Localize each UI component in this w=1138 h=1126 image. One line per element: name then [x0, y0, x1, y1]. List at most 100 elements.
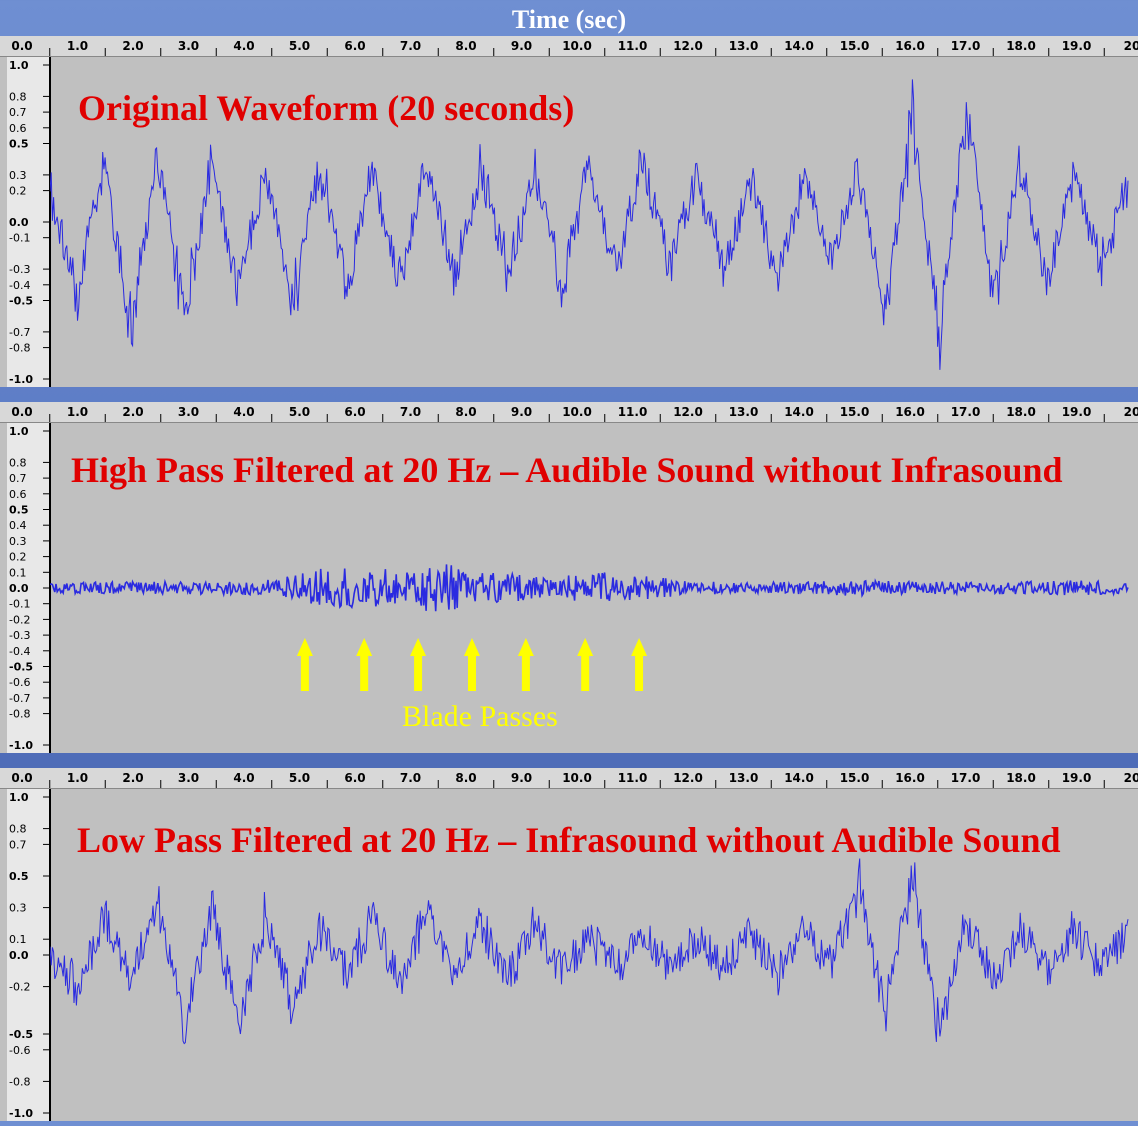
- plot-area-original: [49, 57, 1138, 387]
- waveform-series-line: [49, 564, 1129, 612]
- blade-passes-label: Blade Passes: [402, 700, 558, 733]
- blade-pass-arrow: [517, 638, 534, 691]
- y-tick-label: 0.5: [9, 870, 29, 883]
- waveform-panel-lowpass: 1.0 0.8 0.7 0.5 0.3 0.1 0.0 -0.2 -0.5 -0.6 -0.8 -1.…: [0, 789, 1138, 1121]
- ruler-tick-label: 8.0: [455, 405, 476, 419]
- ruler-tick-label: 15.0: [840, 771, 870, 785]
- ruler-tick-label: 11.0: [618, 771, 648, 785]
- ruler-tick-label: 4.0: [233, 771, 254, 785]
- ruler-tick-label: 19.0: [1062, 771, 1092, 785]
- y-tick-label: -0.2: [9, 613, 30, 626]
- blade-pass-arrow: [631, 638, 648, 691]
- blade-pass-arrow: [356, 638, 373, 691]
- ruler-tick-label: 18.0: [1006, 405, 1036, 419]
- ruler-tick-label: 19.0: [1062, 39, 1092, 53]
- y-tick-label: -0.2: [9, 981, 30, 994]
- blade-pass-arrow: [577, 638, 594, 691]
- panel-title-original: Original Waveform (20 seconds): [78, 88, 575, 128]
- y-tick-label: 0.3: [9, 902, 27, 915]
- ruler-tick-label: 8.0: [455, 39, 476, 53]
- y-tick-label: 0.2: [9, 551, 27, 564]
- ruler-tick-label: 4.0: [233, 39, 254, 53]
- ruler-tick-label: 5.0: [289, 405, 310, 419]
- y-tick-label: 0.0: [9, 582, 29, 595]
- ruler-tick-label: 2.0: [122, 39, 143, 53]
- ruler-tick-label: 19.0: [1062, 405, 1092, 419]
- y-tick-label: -0.1: [9, 598, 30, 611]
- y-tick-label: -1.0: [9, 739, 33, 752]
- ruler-tick-label: 14.0: [784, 771, 814, 785]
- y-tick-label: 0.5: [9, 504, 29, 517]
- ruler-tick-label: 10.0: [562, 39, 592, 53]
- y-tick-label: -1.0: [9, 1107, 33, 1120]
- y-axis-highpass: 1.0 0.8 0.7 0.6 0.5 0.4 0.3 0.2 0.1 0.0 -0.1 -0.2 -0…: [7, 423, 51, 753]
- time-ruler-2: 0.0 1.0 2.0 3.0 4.0 5.0 6.0 7.0 8.0 9.0 10.0 11.0 12…: [0, 402, 1138, 423]
- ruler-tick-label: 7.0: [400, 771, 421, 785]
- y-tick-label: 0.6: [9, 122, 27, 135]
- ruler-tick-label: 2.0: [122, 405, 143, 419]
- y-tick-label: 1.0: [9, 425, 29, 438]
- ruler-tick-label: 20: [1124, 39, 1138, 53]
- y-tick-label: -0.3: [9, 263, 30, 276]
- waveform-series-line: [49, 79, 1129, 370]
- y-tick-label: 0.3: [9, 535, 27, 548]
- ruler-tick-label: 12.0: [673, 771, 703, 785]
- ruler-tick-label: 1.0: [67, 39, 88, 53]
- ruler-tick-label: 6.0: [344, 405, 365, 419]
- waveform-panel-highpass: 1.0 0.8 0.7 0.6 0.5 0.4 0.3 0.2 0.1 0.0 -0.1 -0.2 -0…: [0, 423, 1138, 753]
- ruler-tick-label: 15.0: [840, 405, 870, 419]
- ruler-tick-label: 17.0: [951, 771, 981, 785]
- plot-area-highpass: [49, 423, 1138, 753]
- ruler-tick-label: 12.0: [673, 39, 703, 53]
- ruler-tick-label: 16.0: [895, 771, 925, 785]
- ruler-tick-label: 14.0: [784, 405, 814, 419]
- ruler-tick-label: 6.0: [344, 39, 365, 53]
- y-tick-label: -0.8: [9, 1075, 30, 1088]
- y-tick-label: 0.4: [9, 519, 27, 532]
- y-tick-label: -0.5: [9, 1028, 33, 1041]
- time-axis-title: Time (sec): [511, 5, 627, 34]
- y-tick-label: 0.8: [9, 823, 27, 836]
- y-tick-label: 0.8: [9, 90, 27, 103]
- y-tick-label: 1.0: [9, 59, 29, 72]
- ruler-tick-label: 1.0: [67, 405, 88, 419]
- ruler-tick-label: 16.0: [895, 405, 925, 419]
- y-tick-label: -0.3: [9, 629, 30, 642]
- ruler-tick-label: 18.0: [1006, 39, 1036, 53]
- ruler-tick-label: 13.0: [729, 39, 759, 53]
- blade-pass-arrow: [463, 638, 480, 691]
- ruler-tick-label: 6.0: [344, 771, 365, 785]
- ruler-tick-label: 3.0: [178, 39, 199, 53]
- ruler-tick-label: 10.0: [562, 771, 592, 785]
- ruler-tick-label: 17.0: [951, 405, 981, 419]
- y-tick-label: 0.1: [9, 566, 27, 579]
- time-ruler-1: 0.0 1.0 2.0 3.0 4.0 5.0 6.0 7.0 8.0 9.0 10.0 11.0 12…: [0, 36, 1138, 57]
- y-tick-label: 0.1: [9, 933, 27, 946]
- ruler-tick-label: 14.0: [784, 39, 814, 53]
- ruler-tick-label: 20: [1124, 405, 1138, 419]
- y-tick-label: -0.7: [9, 692, 30, 705]
- y-tick-label: -0.5: [9, 661, 33, 674]
- ruler-tick-label: 8.0: [455, 771, 476, 785]
- y-tick-label: 0.3: [9, 169, 27, 182]
- time-ruler-3: 0.0 1.0 2.0 3.0 4.0 5.0 6.0 7.0 8.0 9.0 10.0 11.0 12…: [0, 768, 1138, 789]
- y-axis-original: 1.0 0.8 0.7 0.6 0.5 0.3 0.2 0.0 -0.1 -0.3 -0.4 -0.5…: [7, 57, 51, 387]
- y-tick-label: 0.6: [9, 488, 27, 501]
- ruler-tick-label: 18.0: [1006, 771, 1036, 785]
- ruler-tick-label: 12.0: [673, 405, 703, 419]
- ruler-tick-label: 9.0: [511, 405, 532, 419]
- ruler-tick-label: 11.0: [618, 39, 648, 53]
- y-tick-label: -0.8: [9, 708, 30, 721]
- y-tick-label: 0.5: [9, 138, 29, 151]
- y-tick-label: -0.1: [9, 232, 30, 245]
- y-tick-label: 0.0: [9, 949, 29, 962]
- y-tick-label: -0.5: [9, 295, 33, 308]
- y-tick-label: -0.6: [9, 676, 30, 689]
- y-tick-label: 0.8: [9, 456, 27, 469]
- blade-pass-arrow: [410, 638, 427, 691]
- ruler-tick-label: 0.0: [11, 405, 32, 419]
- y-tick-label: -0.8: [9, 342, 30, 355]
- y-tick-label: 0.7: [9, 472, 27, 485]
- panel-title-highpass: High Pass Filtered at 20 Hz – Audible So…: [71, 450, 1063, 490]
- y-tick-label: 0.7: [9, 838, 27, 851]
